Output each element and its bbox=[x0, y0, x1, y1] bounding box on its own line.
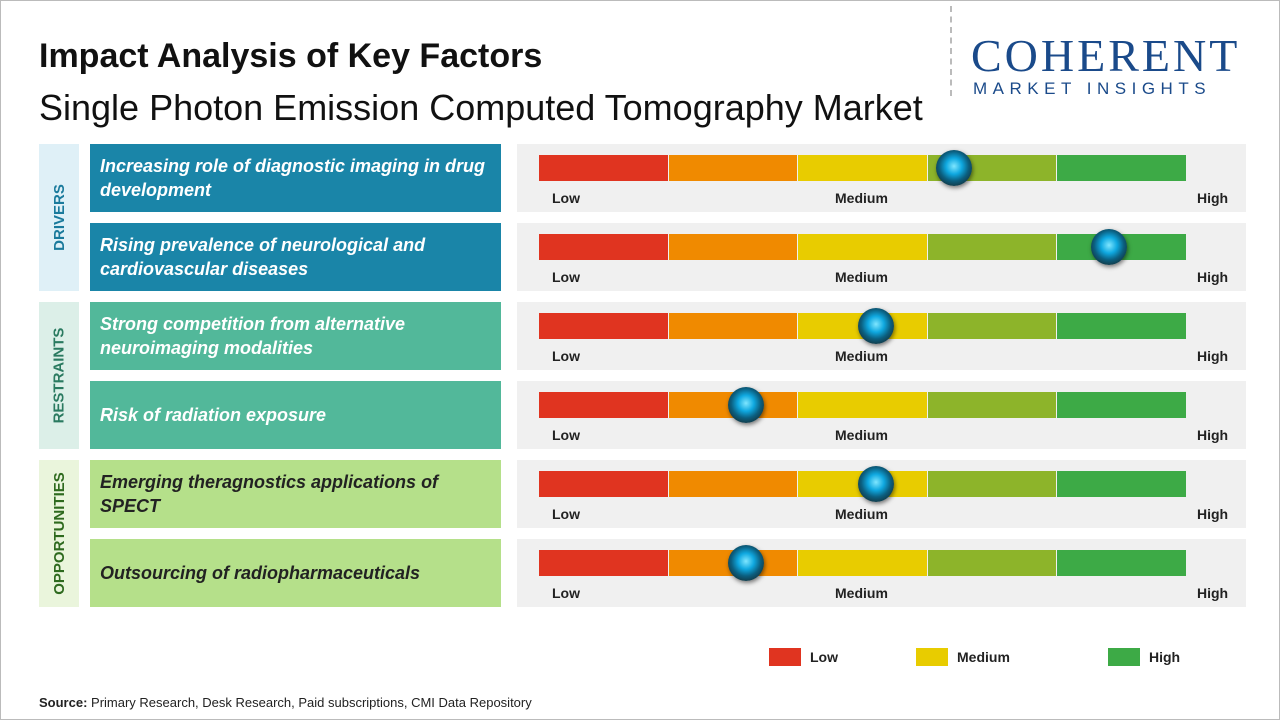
title: Impact Analysis of Key Factors bbox=[39, 37, 543, 75]
impact-panel: Low Medium High bbox=[517, 223, 1246, 291]
scale-segment bbox=[927, 550, 1057, 576]
scale-segment bbox=[1057, 550, 1186, 576]
scale-label: Low bbox=[552, 348, 580, 364]
factor-box: Risk of radiation exposure bbox=[90, 381, 501, 449]
scale-segment bbox=[1057, 155, 1186, 181]
scale-segment bbox=[539, 313, 668, 339]
impact-panel: Low Medium High bbox=[517, 144, 1246, 212]
legend-swatch bbox=[769, 648, 801, 666]
impact-marker bbox=[728, 387, 765, 423]
group-label: DRIVERS bbox=[39, 144, 79, 291]
scale-label: Medium bbox=[835, 506, 888, 522]
source-text: Primary Research, Desk Research, Paid su… bbox=[91, 695, 532, 710]
impact-marker bbox=[857, 466, 894, 502]
legend-label: High bbox=[1149, 649, 1181, 665]
scale-label: High bbox=[1197, 348, 1229, 364]
scale-label: High bbox=[1197, 190, 1229, 206]
legend-label: Low bbox=[810, 649, 838, 665]
scale-segment bbox=[539, 155, 668, 181]
factor-box: Emerging theragnostics applications of S… bbox=[90, 460, 501, 528]
scale-label: Low bbox=[552, 585, 580, 601]
scale-segment bbox=[927, 234, 1057, 260]
impact-marker bbox=[857, 308, 894, 344]
impact-panel: Low Medium High bbox=[517, 302, 1246, 370]
legend-label: Medium bbox=[957, 649, 1010, 665]
source-label: Source: bbox=[39, 695, 88, 710]
scale-label: High bbox=[1197, 269, 1229, 285]
factor-box: Outsourcing of radiopharmaceuticals bbox=[90, 539, 501, 607]
source: Source: Primary Research, Desk Research,… bbox=[39, 695, 532, 710]
logo-tagline: MARKET INSIGHTS bbox=[973, 79, 1212, 98]
legend-swatch bbox=[1108, 648, 1140, 666]
subtitle: Single Photon Emission Computed Tomograp… bbox=[39, 87, 923, 128]
scale-segment bbox=[539, 550, 668, 576]
scale-segment bbox=[927, 392, 1057, 418]
scale-label: High bbox=[1197, 427, 1229, 443]
scale-segment bbox=[539, 392, 668, 418]
scale-label: Low bbox=[552, 427, 580, 443]
scale-segment bbox=[927, 313, 1057, 339]
scale-segment bbox=[668, 155, 798, 181]
scale-label: Low bbox=[552, 506, 580, 522]
scale-segment bbox=[539, 471, 668, 497]
scale-segment bbox=[1057, 313, 1186, 339]
legend-swatch bbox=[916, 648, 948, 666]
impact-panel: Low Medium High bbox=[517, 460, 1246, 528]
scale-label: High bbox=[1197, 506, 1229, 522]
scale-segment bbox=[1057, 471, 1186, 497]
factor-box: Increasing role of diagnostic imaging in… bbox=[90, 144, 501, 212]
scale-label: Medium bbox=[835, 190, 888, 206]
group-name: DRIVERS bbox=[50, 184, 68, 251]
factor-box: Strong competition from alternative neur… bbox=[90, 302, 501, 370]
scale-segment bbox=[668, 471, 798, 497]
group-label: OPPORTUNITIES bbox=[39, 460, 79, 607]
impact-marker bbox=[728, 545, 765, 581]
scale-segment bbox=[798, 392, 927, 418]
scale-segment bbox=[539, 234, 668, 260]
impact-panel: Low Medium High bbox=[517, 539, 1246, 607]
scale-segment bbox=[927, 471, 1057, 497]
scale-label: Medium bbox=[835, 348, 888, 364]
group-name: OPPORTUNITIES bbox=[50, 472, 68, 595]
scale-segment bbox=[798, 234, 927, 260]
scale-label: High bbox=[1197, 585, 1229, 601]
scale-label: Medium bbox=[835, 269, 888, 285]
scale-label: Low bbox=[552, 190, 580, 206]
scale-label: Low bbox=[552, 269, 580, 285]
factor-box: Rising prevalence of neurological and ca… bbox=[90, 223, 501, 291]
group-name: RESTRAINTS bbox=[50, 327, 68, 424]
impact-panel: Low Medium High bbox=[517, 381, 1246, 449]
impact-marker bbox=[935, 150, 972, 186]
impact-marker bbox=[1091, 229, 1128, 265]
divider bbox=[950, 6, 952, 96]
scale-segment bbox=[668, 234, 798, 260]
scale-label: Medium bbox=[835, 427, 888, 443]
scale-segment bbox=[1057, 392, 1186, 418]
scale-segment bbox=[798, 155, 927, 181]
group-label: RESTRAINTS bbox=[39, 302, 79, 449]
scale-segment bbox=[668, 313, 798, 339]
scale-segment bbox=[798, 550, 927, 576]
logo: COHERENT bbox=[971, 30, 1241, 81]
scale-label: Medium bbox=[835, 585, 888, 601]
